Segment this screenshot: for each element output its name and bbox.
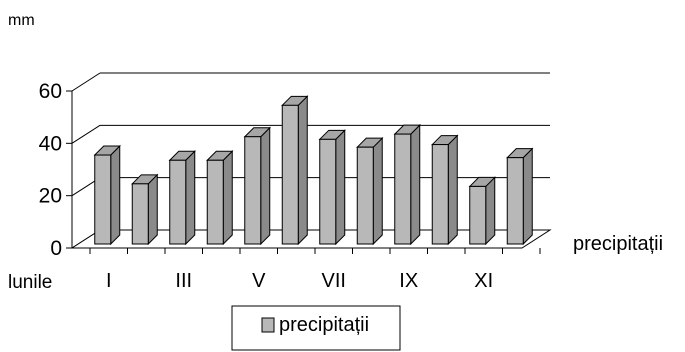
bar (169, 159, 187, 245)
bar (394, 133, 412, 245)
bar-side (372, 136, 383, 246)
y-tick-label: 60 (39, 80, 62, 103)
y-tick-label: 20 (39, 185, 62, 208)
series-depth-label: precipitații (573, 233, 663, 255)
bar-side (147, 173, 158, 246)
bar-side (222, 150, 233, 246)
bar (131, 183, 149, 245)
x-tick-label: I (106, 270, 112, 292)
x-tick-label: IX (399, 270, 418, 292)
x-axis-label: lunile (8, 272, 52, 293)
x-tick-label: III (175, 270, 192, 292)
bar (356, 146, 374, 245)
bar-side (410, 123, 421, 246)
y-tick-label: 40 (39, 132, 62, 155)
legend-box (231, 305, 401, 351)
y-tick-label: 0 (50, 237, 62, 260)
bar (281, 104, 299, 245)
legend-swatch (261, 317, 275, 333)
x-tick-label: XI (474, 270, 493, 292)
bar-side (297, 95, 308, 246)
wall-diagonal (71, 72, 101, 92)
x-tick-label: VII (322, 270, 346, 292)
bar (431, 144, 449, 245)
bar-side (260, 126, 271, 246)
bar-side (185, 150, 196, 246)
bar-side (485, 176, 496, 246)
bar (506, 157, 524, 245)
legend-label: precipitații (279, 314, 369, 336)
x-tick-label: V (252, 270, 266, 292)
bar (469, 185, 487, 245)
chart-bars (93, 95, 534, 246)
x-tick-labels: I III V VII IX XI (89, 248, 541, 292)
wall-diagonal (71, 124, 101, 144)
bar-side (335, 129, 346, 246)
bar-side (447, 134, 458, 246)
bar (244, 136, 262, 245)
bar-side (110, 144, 121, 246)
bar (94, 154, 112, 245)
bar (206, 159, 224, 245)
legend: precipitații (231, 305, 401, 351)
bar-side (522, 147, 533, 246)
bar (319, 138, 337, 245)
y-axis-unit-label: mm (8, 12, 35, 29)
